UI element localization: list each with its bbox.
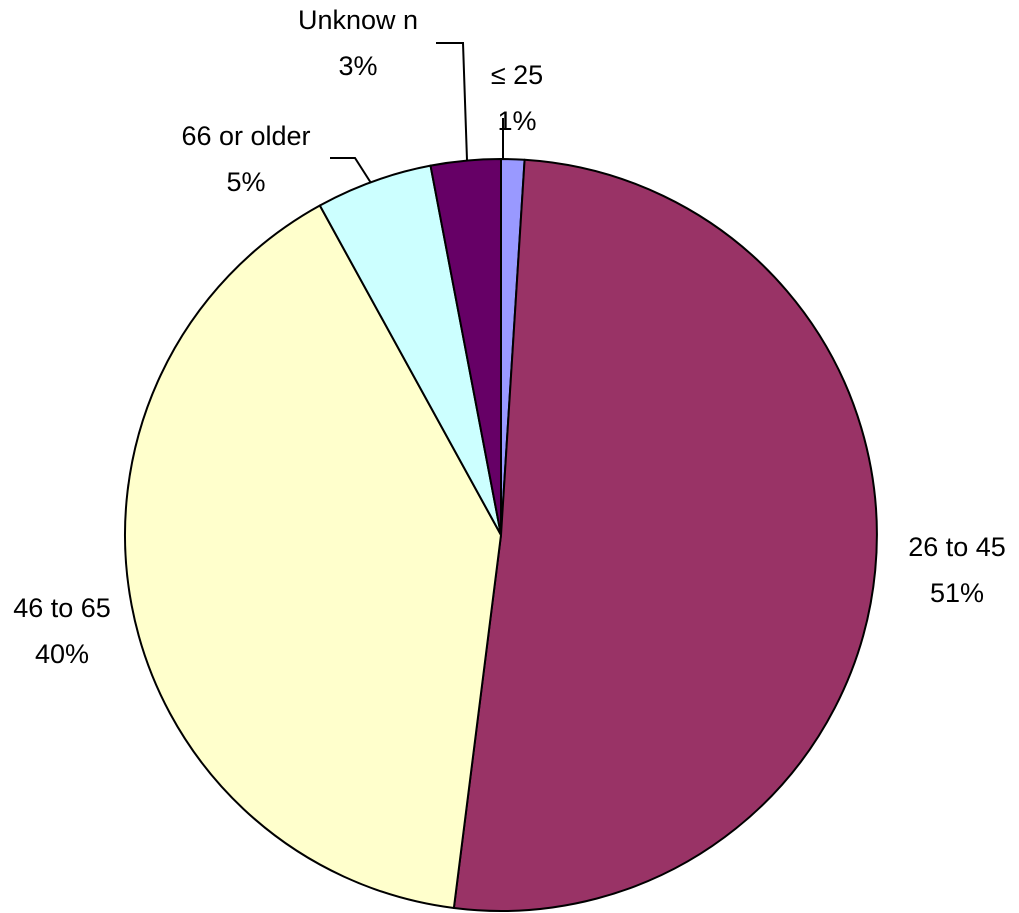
label-le-25-value: 1%: [497, 106, 536, 136]
leader-line-66-or-older: [330, 157, 372, 184]
leader-line-unknown: [436, 42, 468, 161]
label-26-45-value: 51%: [930, 578, 984, 608]
pie-slice-2: [123, 204, 502, 910]
pie-slice-1: [452, 158, 878, 912]
leader-lines: [330, 42, 504, 184]
label-66-older-name: 66 or older: [181, 121, 310, 151]
label-66-older-value: 5%: [226, 167, 265, 197]
label-unknown-value: 3%: [338, 51, 377, 81]
label-46-65-value: 40%: [35, 639, 89, 669]
pie-slice-4: [429, 158, 502, 536]
slice-labels: ≤ 25 1% 26 to 45 51% 46 to 65 40% 66 or …: [13, 5, 1006, 669]
label-unknown-name: Unknow n: [298, 5, 418, 35]
label-26-45-name: 26 to 45: [908, 532, 1006, 562]
pie-slices: [123, 157, 878, 912]
label-46-65-name: 46 to 65: [13, 593, 111, 623]
label-le-25-name: ≤ 25: [491, 60, 543, 90]
